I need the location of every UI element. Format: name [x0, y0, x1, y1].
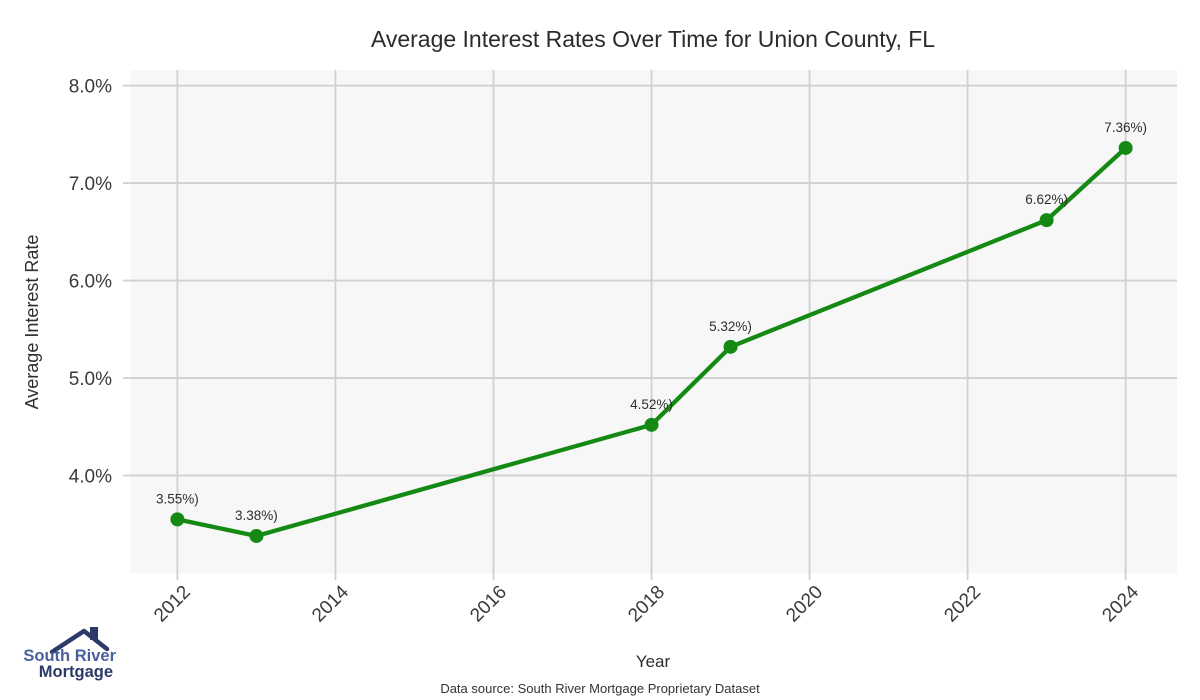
y-tick-label: 7.0%	[69, 174, 112, 195]
logo-chimney-icon	[90, 627, 98, 640]
trend-line	[175, 145, 1128, 539]
data-point-label: 3.55%)	[156, 491, 199, 506]
plot-area	[130, 70, 1177, 573]
data-source-caption: Data source: South River Mortgage Propri…	[440, 681, 760, 696]
x-axis-label: Year	[636, 652, 671, 671]
data-point-label: 3.38%)	[235, 508, 278, 523]
data-point-label: 5.32%)	[709, 319, 752, 334]
data-point	[723, 339, 738, 354]
logo-text-line1: South River	[23, 647, 116, 665]
gridlines	[130, 70, 1177, 573]
data-point-label: 6.62%)	[1025, 192, 1068, 207]
data-point	[170, 512, 185, 527]
y-tick-label: 6.0%	[69, 272, 112, 293]
y-tick-label: 8.0%	[69, 77, 112, 98]
y-tick-label: 4.0%	[69, 467, 112, 488]
data-point	[1118, 140, 1133, 155]
y-axis-label: Average Interest Rate	[22, 235, 42, 410]
y-tick-labels: 4.0% 5.0% 6.0% 7.0% 8.0%	[69, 77, 112, 488]
data-point-label: 7.36%)	[1104, 120, 1147, 135]
data-series: 3.55%) 3.38%) 4.52%) 5.32%) 6.62%) 7.36%)	[156, 120, 1147, 543]
data-point	[1039, 213, 1054, 228]
data-point-label: 4.52%)	[630, 397, 673, 412]
axis-ticks	[123, 84, 1127, 580]
logo-text-line2: Mortgage	[39, 663, 113, 681]
chart-title: Average Interest Rates Over Time for Uni…	[371, 26, 935, 52]
logo-house-roof-icon	[49, 628, 110, 655]
data-point	[644, 417, 659, 432]
south-river-mortgage-logo: South River Mortgage	[23, 627, 117, 681]
y-tick-label: 5.0%	[69, 369, 112, 390]
data-point	[249, 528, 264, 543]
